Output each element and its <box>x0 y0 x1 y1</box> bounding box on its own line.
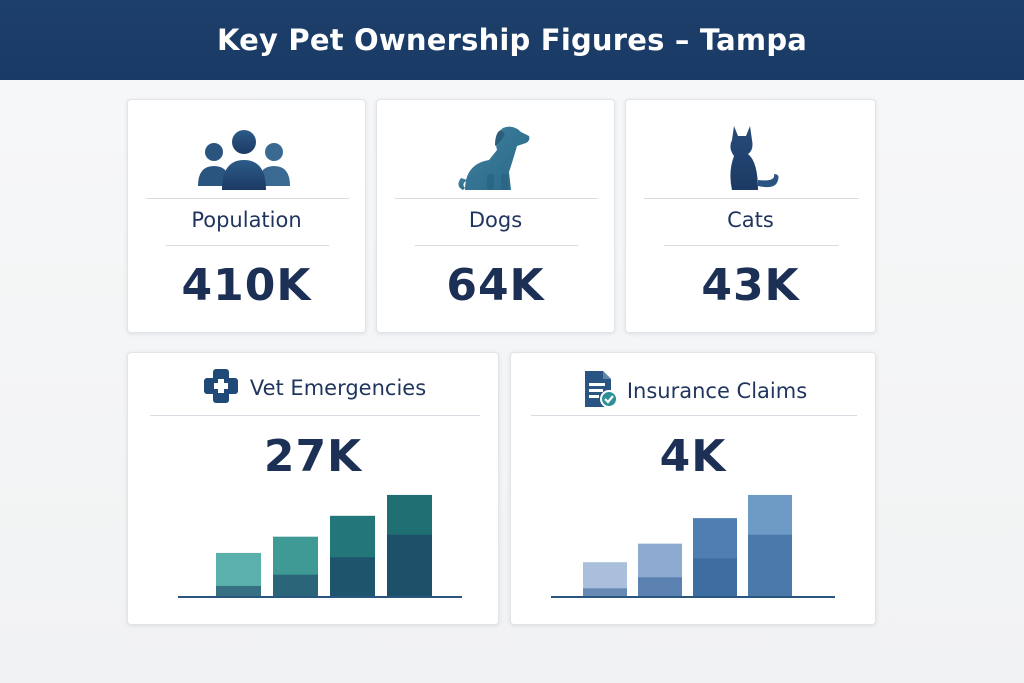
insurance-claims-card: Insurance Claims 4K <box>510 352 876 625</box>
divider <box>150 415 480 416</box>
bar-shade <box>693 558 737 597</box>
cat-icon <box>626 114 875 196</box>
divider <box>395 198 598 199</box>
bar-shade <box>387 534 432 597</box>
divider <box>531 415 857 416</box>
people-icon <box>128 114 365 196</box>
divider <box>664 245 839 246</box>
population-label: Population <box>191 208 302 232</box>
dogs-card: Dogs 64K <box>376 99 615 333</box>
divider <box>146 198 349 199</box>
vet-emergencies-card: Vet Emergencies 27K <box>127 352 499 625</box>
cats-card: Cats 43K <box>625 99 876 333</box>
medical-cross-icon <box>200 369 242 407</box>
bar-shade <box>583 588 627 597</box>
bar-shade <box>216 585 261 597</box>
vet-emergencies-chart <box>178 494 462 598</box>
divider <box>166 245 329 246</box>
dogs-label: Dogs <box>468 208 523 232</box>
bar-shade <box>638 577 682 597</box>
bar-shade <box>330 557 375 597</box>
cats-value: 43K <box>701 260 800 311</box>
insurance-claims-chart <box>551 494 835 598</box>
insurance-claims-label: Insurance Claims <box>626 379 808 403</box>
bar-shade <box>273 574 318 597</box>
divider <box>644 198 859 199</box>
population-card: Population 410K <box>127 99 366 333</box>
vet-emergencies-value: 27K <box>263 431 363 482</box>
divider <box>415 245 578 246</box>
population-value: 410K <box>181 260 312 311</box>
dog-icon <box>377 114 614 196</box>
vet-emergencies-label: Vet Emergencies <box>249 376 427 400</box>
insurance-claims-value: 4K <box>659 431 727 482</box>
page-header: Key Pet Ownership Figures – Tampa <box>0 0 1024 80</box>
dogs-value: 64K <box>446 260 545 311</box>
document-check-icon <box>579 369 619 413</box>
cats-label: Cats <box>727 208 774 232</box>
page-title: Key Pet Ownership Figures – Tampa <box>216 23 808 57</box>
bar-shade <box>748 534 792 597</box>
